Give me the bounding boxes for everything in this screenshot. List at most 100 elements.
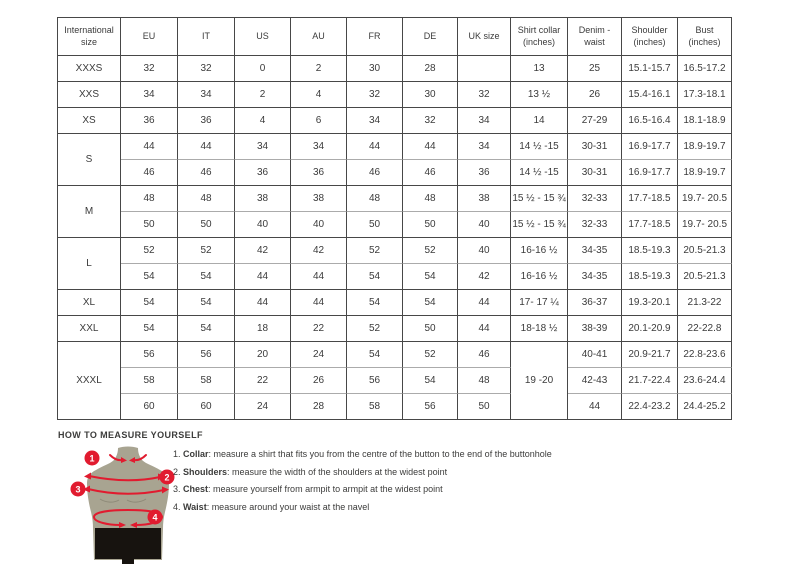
step-text: : measure yourself from armpit to armpit… bbox=[208, 484, 443, 494]
cell-it: 52 bbox=[178, 238, 235, 264]
cell-de: 50 bbox=[403, 212, 458, 238]
cell-it: 36 bbox=[178, 108, 235, 134]
cell-fr: 56 bbox=[347, 368, 403, 394]
cell-denim: 27-29 bbox=[568, 108, 622, 134]
cell-shoulder: 20.1-20.9 bbox=[622, 316, 678, 342]
step-text: : measure around your waist at the navel bbox=[206, 501, 370, 512]
cell-collar: 14 bbox=[511, 108, 568, 134]
cell-fr: 46 bbox=[347, 160, 403, 186]
cell-collar: 17- 17 ¼ bbox=[511, 290, 568, 316]
cell-fr: 54 bbox=[347, 264, 403, 290]
cell-us: 44 bbox=[235, 290, 291, 316]
cell-de: 46 bbox=[403, 160, 458, 186]
cell-uk: 34 bbox=[458, 108, 511, 134]
col-header-collar: Shirt collar (inches) bbox=[511, 18, 568, 56]
cell-it: 54 bbox=[178, 264, 235, 290]
cell-eu: 46 bbox=[121, 160, 178, 186]
step-number: 2. bbox=[173, 466, 184, 477]
cell-shoulder: 16.5-16.4 bbox=[622, 108, 678, 134]
shoulder-measure-line bbox=[88, 475, 161, 482]
cell-eu: 34 bbox=[121, 82, 178, 108]
cell-it: 34 bbox=[178, 82, 235, 108]
cell-bust: 19.7- 20.5 bbox=[678, 186, 732, 212]
col-header-fr: FR bbox=[347, 18, 403, 56]
cell-uk: 38 bbox=[458, 186, 511, 212]
chest-arrow-left bbox=[83, 485, 90, 493]
step-number: 1. bbox=[173, 449, 184, 459]
cell-uk: 34 bbox=[458, 134, 511, 160]
cell-it: 58 bbox=[178, 368, 235, 394]
cell-eu: 36 bbox=[121, 108, 178, 134]
cell-denim: 32-33 bbox=[568, 186, 622, 212]
measure-step-chest: 3. Chest: measure yourself from armpit t… bbox=[173, 484, 552, 494]
cell-shoulder: 21.7-22.4 bbox=[622, 368, 678, 394]
measure-step-waist: 4. Waist: measure around your waist at t… bbox=[173, 502, 552, 512]
size-row-xs-1: XS 36 36 4 6 34 32 34 14 27-29 16.5-16.4 18.1-18.9 bbox=[58, 108, 732, 134]
shoulder-arrow-left bbox=[84, 472, 91, 480]
svg-text:2: 2 bbox=[164, 472, 169, 482]
cell-de: 30 bbox=[403, 82, 458, 108]
cell-denim: 30-31 bbox=[568, 134, 622, 160]
col-header-eu: EU bbox=[121, 18, 178, 56]
cell-bust: 19.7- 20.5 bbox=[678, 212, 732, 238]
cell-eu: 54 bbox=[121, 316, 178, 342]
cell-de: 32 bbox=[403, 108, 458, 134]
measure-section-title: HOW TO MEASURE YOURSELF bbox=[58, 430, 203, 440]
cell-uk: 42 bbox=[458, 264, 511, 290]
cell-shoulder: 19.3-20.1 bbox=[622, 290, 678, 316]
size-row-l-1: L 52 52 42 42 52 52 40 16-16 ½ 34-35 18.5-19.3 20.5… bbox=[58, 238, 732, 290]
cell-us: 18 bbox=[235, 316, 291, 342]
cell-denim: 42-43 bbox=[568, 368, 622, 394]
size-row-xxxl-2: 58 58 22 26 56 54 48 42-43 21.7-22.4 23.6-24.4 bbox=[58, 368, 732, 394]
cell-de: 48 bbox=[403, 186, 458, 212]
svg-text:4: 4 bbox=[152, 512, 157, 522]
cell-us: 44 bbox=[235, 264, 291, 290]
intl-size-cell: S bbox=[58, 134, 121, 186]
step-text: : measure the width of the shoulders at … bbox=[227, 466, 448, 477]
cell-eu: 58 bbox=[121, 368, 178, 394]
cell-bust: 21.3-22 bbox=[678, 290, 732, 316]
size-row-xl-1: XL 54 54 44 44 54 54 44 17- 17 ¼ 36-37 19.3-20.1 21… bbox=[58, 290, 732, 316]
cell-it: 54 bbox=[178, 290, 235, 316]
cell-au: 28 bbox=[291, 394, 347, 420]
cell-bust: 22.8-23.6 bbox=[678, 342, 732, 368]
cell-denim: 26 bbox=[568, 82, 622, 108]
cell-fr: 58 bbox=[347, 394, 403, 420]
step-label: Shoulders bbox=[183, 466, 228, 477]
size-row-s-2: 46 46 36 36 46 46 36 14 ½ -15 30-31 16.9-17.7 18.9… bbox=[58, 160, 732, 186]
step-label: Waist bbox=[183, 501, 207, 512]
cell-collar: 14 ½ -15 bbox=[511, 160, 568, 186]
cell-shoulder: 16.9-17.7 bbox=[622, 134, 678, 160]
size-row-xxxl-1: XXXL 56 56 20 24 54 52 46 19 -20 40-41 20.9-21.7 22… bbox=[58, 342, 732, 420]
cell-collar: 13 ½ bbox=[511, 82, 568, 108]
intl-size-cell: XXS bbox=[58, 82, 121, 108]
size-chart-table: International size EU IT US AU FR DE UK size Shi… bbox=[57, 17, 732, 420]
cell-denim: 38-39 bbox=[568, 316, 622, 342]
cell-us: 0 bbox=[235, 56, 291, 82]
cell-de: 44 bbox=[403, 134, 458, 160]
cell-bust: 20.5-21.3 bbox=[678, 264, 732, 290]
cell-uk: 48 bbox=[458, 368, 511, 394]
size-row-m-2: 50 50 40 40 50 50 40 15 ½ - 15 ¾ 32-33 17.7-18.5 1… bbox=[58, 212, 732, 238]
cell-it: 44 bbox=[178, 134, 235, 160]
step-number: 4. bbox=[173, 501, 184, 512]
cell-au: 2 bbox=[291, 56, 347, 82]
size-chart-header-row: International size EU IT US AU FR DE UK size Shi… bbox=[58, 18, 732, 56]
cell-it: 50 bbox=[178, 212, 235, 238]
cell-bust: 24.4-25.2 bbox=[678, 394, 732, 420]
cell-collar: 19 -20 bbox=[511, 342, 568, 420]
size-row-xxs-1: XXS 34 34 2 4 32 30 32 13 ½ 26 15.4-16.1 17.3-18.1 bbox=[58, 82, 732, 108]
cell-denim: 32-33 bbox=[568, 212, 622, 238]
cell-fr: 32 bbox=[347, 82, 403, 108]
cell-collar: 14 ½ -15 bbox=[511, 134, 568, 160]
intl-size-cell: XXL bbox=[58, 316, 121, 342]
measure-steps-list: 1. Collar: measure a shirt that fits you… bbox=[173, 449, 552, 519]
intl-size-cell: XXXS bbox=[58, 56, 121, 82]
measure-point-4: 4 bbox=[147, 509, 163, 525]
step-text: : measure a shirt that fits you from the… bbox=[208, 449, 552, 459]
cell-fr: 44 bbox=[347, 134, 403, 160]
cell-shoulder: 16.9-17.7 bbox=[622, 160, 678, 186]
cell-de: 50 bbox=[403, 316, 458, 342]
col-header-bust: Bust (inches) bbox=[678, 18, 732, 56]
cell-bust: 23.6-24.4 bbox=[678, 368, 732, 394]
